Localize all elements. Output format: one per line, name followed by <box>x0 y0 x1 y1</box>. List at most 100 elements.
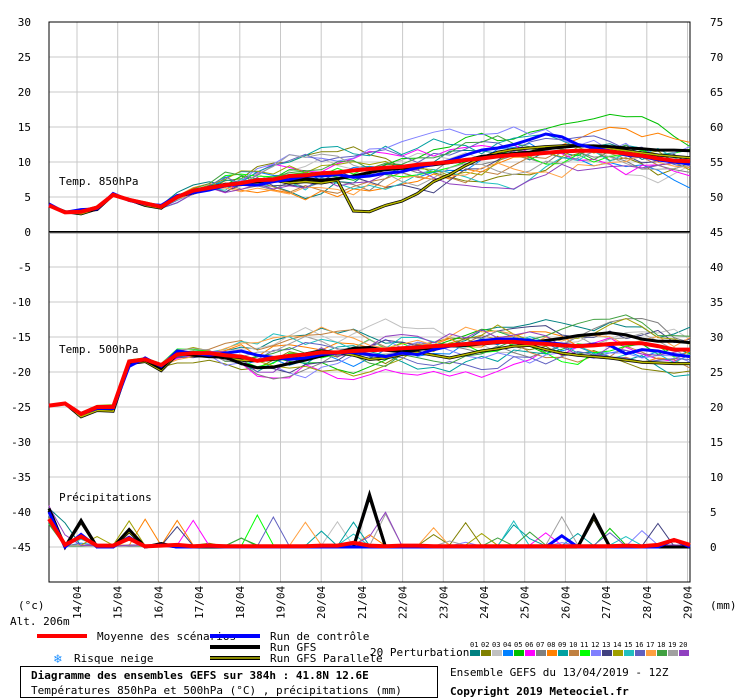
perturbation-id: 18 <box>657 641 665 649</box>
perturbation-line <box>48 317 691 413</box>
x-tick-label: 24/04 <box>478 586 491 619</box>
series-line <box>47 517 691 549</box>
perturbation-line <box>48 517 691 547</box>
legend-control-label: Run de contrôle <box>270 630 369 643</box>
right-tick-label: 55 <box>710 156 723 169</box>
perturbation-swatch <box>657 650 667 656</box>
chart-title: Diagramme des ensembles GEFS sur 384h : … <box>31 669 369 682</box>
perturbation-swatch <box>536 650 546 656</box>
perturbation-id: 11 <box>580 641 588 649</box>
perturbation-swatch <box>635 650 645 656</box>
ensemble-run-info: Ensemble GEFS du 13/04/2019 - 12Z <box>450 666 669 679</box>
perturbation-line <box>48 329 691 414</box>
left-tick-label: 10 <box>18 156 31 169</box>
perturbation-id: 20 <box>679 641 687 649</box>
x-tick-label: 29/04 <box>682 586 695 619</box>
right-tick-label: 50 <box>710 191 723 204</box>
left-tick-label: 20 <box>18 86 31 99</box>
right-tick-label: 5 <box>710 506 717 519</box>
x-tick-label: 15/04 <box>112 586 125 619</box>
x-tick-label: 16/04 <box>152 586 165 619</box>
perturbation-id: 09 <box>558 641 566 649</box>
perturbation-id: 02 <box>481 641 489 649</box>
legend-perturbations-label: 20 Perturbations <box>370 646 476 659</box>
perturbation-swatch <box>525 650 535 656</box>
chart-legend: Moyenne des scénarios Run de contrôleRun … <box>37 630 689 665</box>
panel-label: Temp. 500hPa <box>59 343 138 356</box>
perturbation-swatch <box>591 650 601 656</box>
x-tick-label: 25/04 <box>519 586 532 619</box>
right-tick-label: 40 <box>710 261 723 274</box>
left-tick-label: 0 <box>24 226 31 239</box>
perturbation-id: 10 <box>569 641 577 649</box>
perturbation-id: 15 <box>624 641 632 649</box>
chart-subtitle: Températures 850hPa et 500hPa (°C) , pré… <box>31 684 402 697</box>
x-tick-label: 21/04 <box>356 586 369 619</box>
perturbation-swatch <box>547 650 557 656</box>
panel-label: Précipitations <box>59 491 152 504</box>
series-line <box>48 339 690 417</box>
perturbation-id: 04 <box>503 641 511 649</box>
left-tick-label: -40 <box>11 506 31 519</box>
series-line <box>48 494 690 549</box>
left-tick-label: -25 <box>11 401 31 414</box>
x-tick-label: 22/04 <box>397 586 410 619</box>
perturbation-id: 07 <box>536 641 544 649</box>
left-unit-label: (°c) <box>18 599 45 612</box>
gfs-parallel-outline <box>47 491 690 551</box>
legend-gfs-parallel-label: Run GFS Parallele <box>270 652 383 665</box>
series-line <box>48 331 691 416</box>
perturbation-swatch <box>646 650 656 656</box>
panel-label: Temp. 850hPa <box>59 175 138 188</box>
perturbation-id: 16 <box>635 641 643 649</box>
perturbation-id: 13 <box>602 641 610 649</box>
series-line <box>48 148 691 215</box>
perturbation-line <box>48 329 691 413</box>
left-tick-label: -45 <box>11 541 31 554</box>
left-tick-label: 15 <box>18 121 31 134</box>
perturbation-swatch <box>470 650 480 656</box>
left-tick-label: 5 <box>24 191 31 204</box>
series-line <box>48 344 690 418</box>
perturbation-line <box>48 517 691 547</box>
x-tick-label: 28/04 <box>641 586 654 619</box>
chart-axes <box>48 21 691 583</box>
perturbation-swatch <box>679 650 689 656</box>
x-tick-label: 14/04 <box>71 586 84 619</box>
right-unit-label: (mm) <box>710 599 737 612</box>
perturbation-swatch <box>514 650 524 656</box>
perturbation-id: 12 <box>591 641 599 649</box>
left-tick-label: -10 <box>11 296 31 309</box>
right-tick-label: 65 <box>710 86 723 99</box>
perturbation-swatch <box>624 650 634 656</box>
right-tick-label: 60 <box>710 121 723 134</box>
right-tick-label: 35 <box>710 296 723 309</box>
right-tick-label: 20 <box>710 401 723 414</box>
right-tick-label: 10 <box>710 471 723 484</box>
perturbation-id: 19 <box>668 641 676 649</box>
perturbation-line <box>48 520 691 547</box>
legend-gfs-label: Run GFS <box>270 641 316 654</box>
right-tick-label: 45 <box>710 226 723 239</box>
perturbation-swatch <box>558 650 568 656</box>
x-tick-label: 27/04 <box>600 586 613 619</box>
perturbation-id: 03 <box>492 641 500 649</box>
right-tick-label: 30 <box>710 331 723 344</box>
perturbation-id: 17 <box>646 641 654 649</box>
perturbation-swatch <box>613 650 623 656</box>
left-tick-label: -20 <box>11 366 31 379</box>
perturbation-line <box>48 515 691 547</box>
perturbation-line <box>48 314 691 414</box>
perturbation-line <box>48 520 691 547</box>
left-tick-label: -30 <box>11 436 31 449</box>
perturbation-swatch <box>492 650 502 656</box>
snowflake-icon: ❄ <box>53 652 62 665</box>
x-tick-label: 23/04 <box>437 586 450 619</box>
right-tick-label: 75 <box>710 16 723 29</box>
perturbation-line <box>48 524 691 547</box>
perturbation-swatch <box>503 650 513 656</box>
perturbation-swatch <box>569 650 579 656</box>
perturbation-id: 05 <box>514 641 522 649</box>
